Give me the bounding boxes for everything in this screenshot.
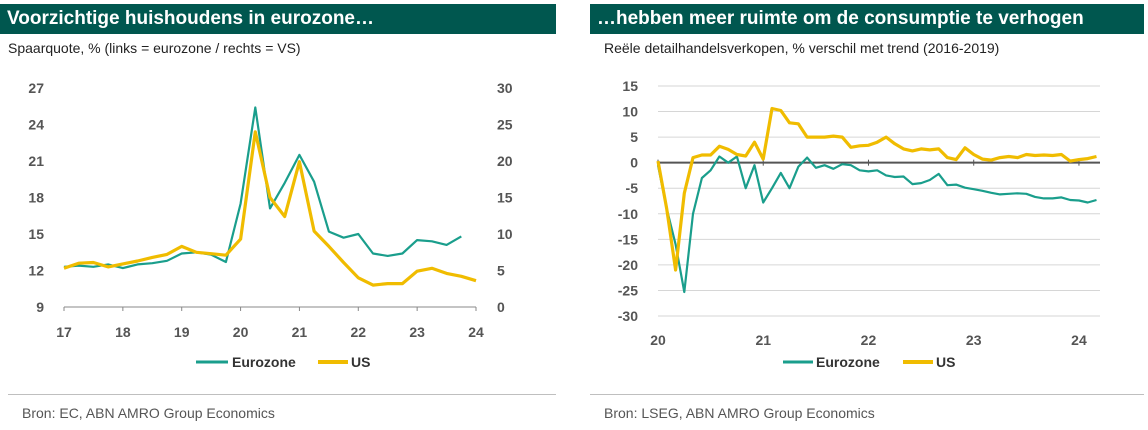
right-chart-panel: …hebben meer ruimte om de consumptie te … [590, 0, 1144, 430]
y-tick-label: -30 [618, 308, 638, 324]
y-left-tick-label: 27 [28, 80, 44, 96]
y-tick-label: -25 [618, 282, 638, 298]
y-right-tick-label: 0 [497, 299, 505, 315]
right-chart-title: …hebben meer ruimte om de consumptie te … [590, 4, 1144, 34]
y-left-tick-label: 12 [28, 263, 44, 279]
x-tick-label: 21 [292, 324, 308, 340]
right-divider [590, 394, 1144, 395]
x-tick-label: 22 [861, 332, 877, 348]
x-tick-label: 23 [966, 332, 982, 348]
legend-eurozone-label: Eurozone [816, 354, 880, 370]
x-tick-label: 22 [350, 324, 366, 340]
x-tick-label: 19 [174, 324, 190, 340]
left-chart-subtitle: Spaarquote, % (links = eurozone / rechts… [8, 40, 301, 56]
x-tick-label: 23 [409, 324, 425, 340]
y-tick-label: 10 [622, 104, 638, 120]
x-tick-label: 24 [468, 324, 484, 340]
y-tick-label: 5 [630, 129, 638, 145]
y-left-tick-label: 15 [28, 226, 44, 242]
legend-eurozone-label: Eurozone [232, 354, 296, 370]
right-chart-subtitle: Reële detailhandelsverkopen, % verschil … [604, 40, 1000, 56]
x-tick-label: 20 [233, 324, 249, 340]
y-left-tick-label: 9 [36, 299, 44, 315]
us-series-line [63, 130, 477, 287]
legend-us-label: US [936, 354, 955, 370]
x-tick-label: 21 [755, 332, 771, 348]
y-right-tick-label: 25 [497, 117, 513, 133]
y-tick-label: -20 [618, 257, 638, 273]
y-right-tick-label: 5 [497, 263, 505, 279]
y-tick-label: -5 [626, 180, 639, 196]
left-chart-source: Bron: EC, ABN AMRO Group Economics [22, 405, 275, 421]
left-chart-plot: 27 24 21 18 15 12 9 30 25 20 15 10 5 0 17 18 19 20 21 22 23 2… [28, 80, 513, 370]
right-chart-plot: 15 10 5 0 -5 -10 -15 -20 -25 -30 20 21 22 23 24 Eurozon… [618, 78, 1100, 370]
x-tick-label: 20 [650, 332, 666, 348]
y-left-tick-label: 21 [28, 153, 44, 169]
eurozone-series-line [656, 155, 1097, 294]
y-tick-label: 0 [630, 155, 638, 171]
y-left-tick-label: 18 [28, 190, 44, 206]
y-tick-label: -15 [618, 231, 638, 247]
x-tick-label: 17 [56, 324, 72, 340]
y-tick-label: -10 [618, 206, 638, 222]
y-right-tick-label: 15 [497, 190, 513, 206]
left-chart-panel: Voorzichtige huishoudens in eurozone… Sp… [0, 0, 556, 430]
y-left-tick-label: 24 [28, 117, 44, 133]
us-series-line [656, 106, 1097, 272]
y-tick-label: 15 [622, 78, 638, 94]
left-divider [8, 394, 556, 395]
x-tick-label: 24 [1071, 332, 1087, 348]
x-tick-label: 18 [115, 324, 131, 340]
left-chart-title: Voorzichtige huishoudens in eurozone… [0, 4, 556, 34]
legend-us-label: US [351, 354, 370, 370]
y-right-tick-label: 10 [497, 226, 513, 242]
right-chart-source: Bron: LSEG, ABN AMRO Group Economics [604, 405, 875, 421]
y-right-tick-label: 20 [497, 153, 513, 169]
eurozone-series-line [63, 106, 462, 270]
y-right-tick-label: 30 [497, 80, 513, 96]
